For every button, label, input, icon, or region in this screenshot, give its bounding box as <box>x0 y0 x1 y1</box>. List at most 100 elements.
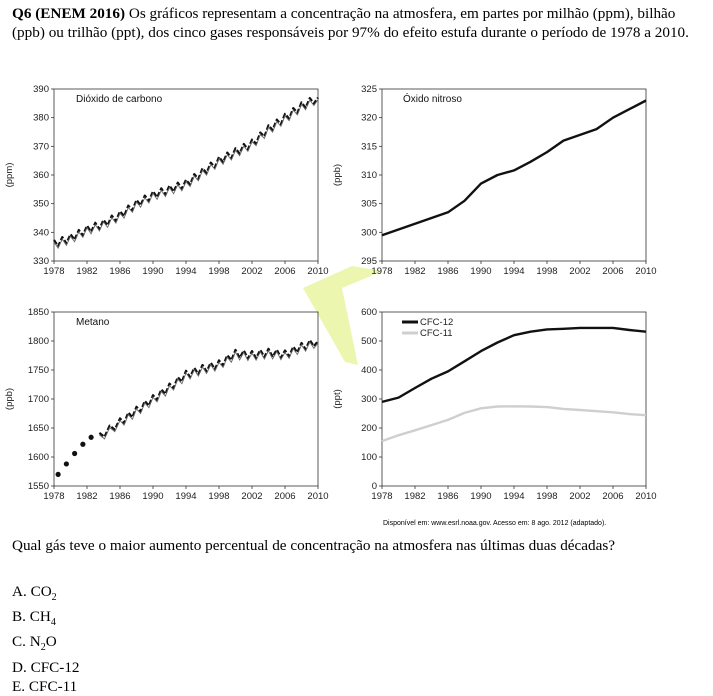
option-e[interactable]: E. CFC-11 <box>12 677 80 696</box>
x-tick-label: 1998 <box>536 266 557 277</box>
option-letter: B. <box>12 608 26 626</box>
option-letter: C. <box>12 633 26 651</box>
y-tick-label: 370 <box>33 141 49 152</box>
option-label: CO <box>30 583 52 600</box>
data-point <box>88 434 94 440</box>
x-tick-label: 1978 <box>371 266 392 277</box>
x-tick-label: 2006 <box>602 266 623 277</box>
charts-figure: 330 340 350 360 370 380 390 1978 1982 1986 1990 199… <box>4 84 657 502</box>
chart-title: Dióxido de carbono <box>76 94 163 105</box>
y-tick-label: 340 <box>33 227 49 238</box>
y-axis-label: (ppm) <box>4 163 15 188</box>
y-tick-label: 1550 <box>28 481 49 492</box>
series-line <box>381 405 647 443</box>
option-subscript: 2 <box>51 592 57 604</box>
option-label: CFC-11 <box>28 677 78 695</box>
x-tick-label: 1990 <box>142 266 163 277</box>
plot-frame <box>53 88 319 262</box>
series-line <box>98 339 319 438</box>
y-tick-label: 500 <box>361 336 377 347</box>
x-tick-label: 1978 <box>43 491 64 502</box>
series-trend-line <box>99 341 319 440</box>
plot-frame <box>381 88 647 262</box>
y-tick-label: 600 <box>361 307 377 318</box>
x-tick-label: 2010 <box>307 491 328 502</box>
chart-panel: 330 340 350 360 370 380 390 1978 1982 1986 1990 199… <box>4 84 329 277</box>
y-tick-label: 350 <box>33 199 49 210</box>
y-tick-label: 390 <box>33 84 49 95</box>
x-tick-label: 2002 <box>569 491 590 502</box>
y-tick-label: 1600 <box>28 452 49 463</box>
option-a[interactable]: A. CO2 <box>12 582 80 607</box>
option-label-tail: O <box>45 633 57 651</box>
y-tick-label: 100 <box>361 452 377 463</box>
legend-entry: CFC-11 <box>420 328 453 339</box>
question-text: Os gráficos representam a concentração n… <box>12 5 689 41</box>
x-tick-label: 2010 <box>635 266 656 277</box>
option-letter: D. <box>12 658 27 676</box>
x-tick-label: 1994 <box>175 266 196 277</box>
data-point <box>63 461 69 467</box>
plot-frame <box>53 311 319 487</box>
y-tick-label: 330 <box>33 256 49 267</box>
chart-title: Óxido nitroso <box>403 92 462 105</box>
watermark-logo <box>303 266 383 365</box>
source-citation: Disponível em: www.esrl.noaa.gov. Acesso… <box>383 520 607 527</box>
y-axis-label: (ppb) <box>4 388 15 410</box>
y-tick-label: 1750 <box>28 365 49 376</box>
x-tick-label: 2006 <box>602 491 623 502</box>
y-axis-label: (ppt) <box>332 389 343 409</box>
x-tick-label: 1978 <box>371 491 392 502</box>
y-tick-label: 300 <box>361 227 377 238</box>
series-line <box>381 326 647 404</box>
option-letter: A. <box>12 583 27 600</box>
y-tick-label: 310 <box>361 170 377 181</box>
y-tick-label: 1650 <box>28 423 49 434</box>
data-point <box>72 450 78 457</box>
y-tick-label: 400 <box>361 365 377 376</box>
x-tick-label: 2002 <box>241 491 262 502</box>
series-trend-line <box>53 99 319 250</box>
y-tick-label: 325 <box>361 84 377 95</box>
x-tick-label: 1982 <box>76 266 97 277</box>
question-prompt: Qual gás teve o maior aumento percentual… <box>12 537 616 554</box>
x-tick-label: 1994 <box>503 266 524 277</box>
y-tick-label: 305 <box>361 199 377 210</box>
question-statement: Q6 (ENEM 2016) Os gráficos representam a… <box>12 4 704 42</box>
x-tick-label: 1986 <box>109 266 130 277</box>
x-tick-label: 1994 <box>175 491 196 502</box>
x-tick-label: 1986 <box>109 491 130 502</box>
y-tick-label: 1700 <box>28 394 49 405</box>
question-number: Q6 (ENEM 2016) <box>12 5 126 22</box>
x-tick-label: 1986 <box>437 266 458 277</box>
y-tick-label: 320 <box>361 113 377 124</box>
chart-title: Metano <box>76 317 110 328</box>
x-tick-label: 1982 <box>76 491 97 502</box>
option-d[interactable]: D. CFC-12 <box>12 658 80 677</box>
x-tick-label: 1994 <box>503 491 524 502</box>
y-tick-label: 315 <box>361 141 377 152</box>
y-axis-label: (ppb) <box>332 164 343 186</box>
y-tick-label: 295 <box>361 256 377 267</box>
y-tick-label: 0 <box>372 481 377 492</box>
x-tick-label: 1998 <box>208 266 229 277</box>
x-tick-label: 1990 <box>142 491 163 502</box>
option-subscript: 4 <box>50 617 56 629</box>
x-tick-label: 1982 <box>404 491 425 502</box>
y-tick-label: 380 <box>33 113 49 124</box>
option-letter: E. <box>12 677 26 695</box>
data-point <box>55 471 61 477</box>
option-c[interactable]: C. N2O <box>12 632 80 657</box>
x-tick-label: 2010 <box>635 491 656 502</box>
page: Q6 (ENEM 2016) Os gráficos representam a… <box>4 4 704 695</box>
y-tick-label: 200 <box>361 423 377 434</box>
x-tick-label: 1982 <box>404 266 425 277</box>
chart-panel: 295 300 305 310 315 320 325 1978 1982 1986 1990 199… <box>332 84 657 277</box>
chart-panel: 1550 1600 1650 1700 1750 1800 1850 1978 1982 1986… <box>4 307 329 502</box>
x-tick-label: 1998 <box>208 491 229 502</box>
y-tick-label: 300 <box>361 394 377 405</box>
series-line <box>53 96 319 248</box>
x-tick-label: 1998 <box>536 491 557 502</box>
option-b[interactable]: B. CH4 <box>12 607 80 632</box>
x-tick-label: 1978 <box>43 266 64 277</box>
